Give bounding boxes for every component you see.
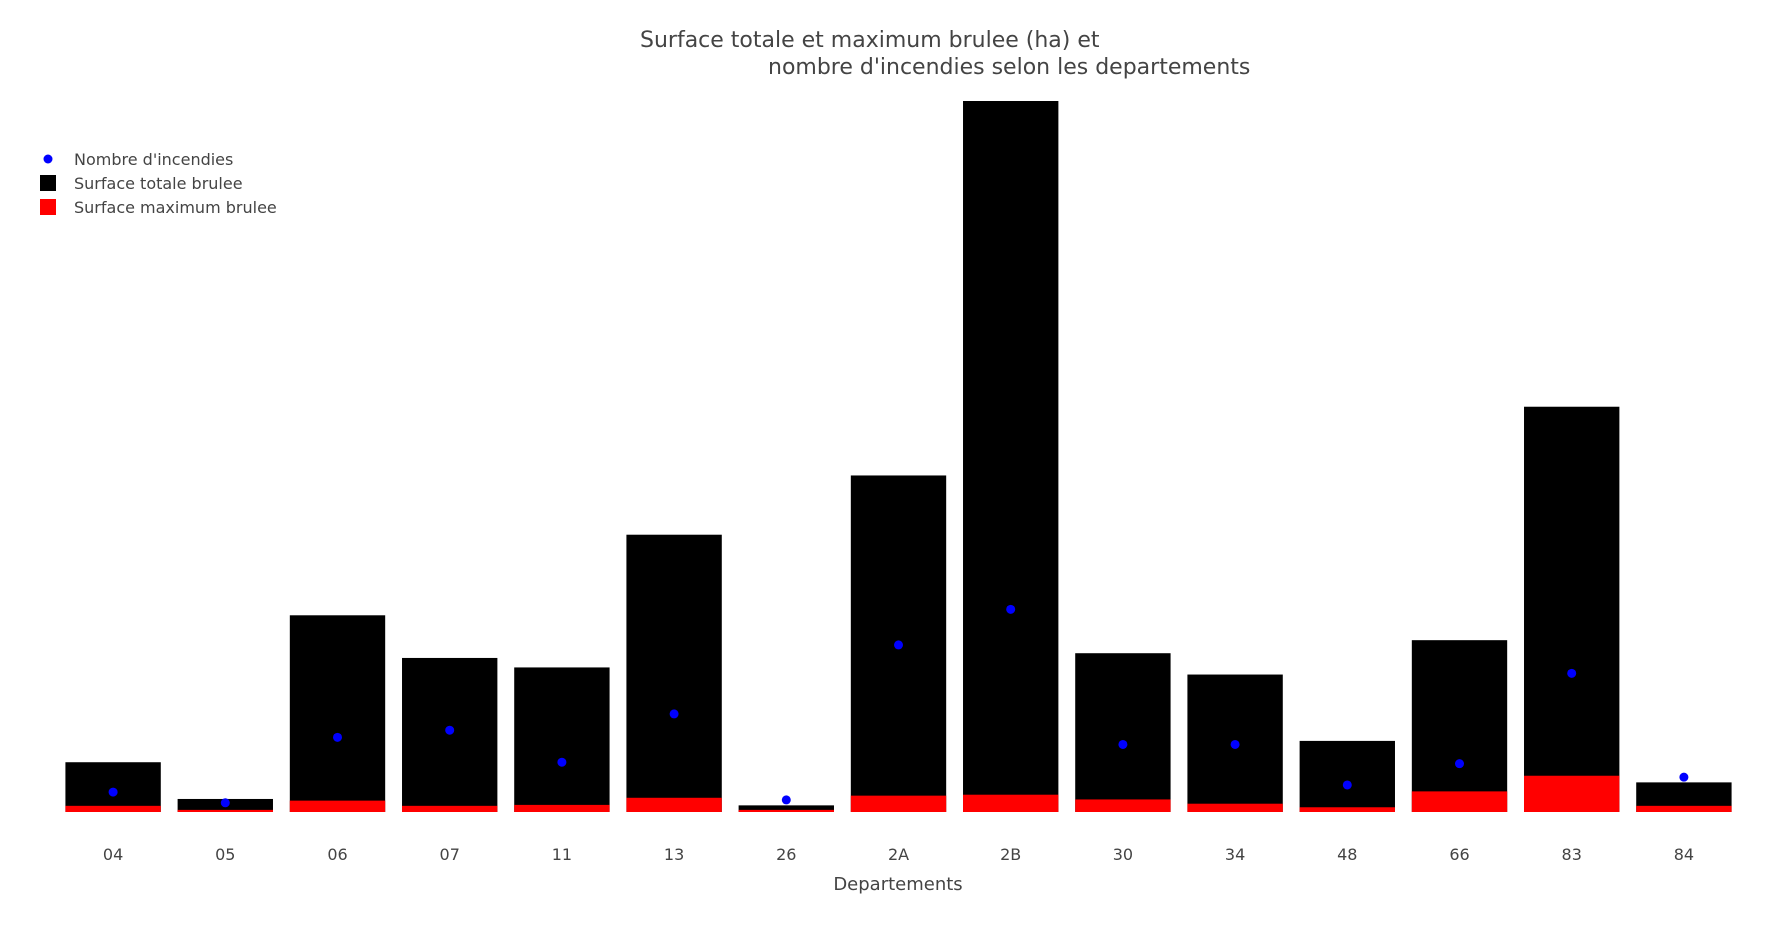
bar-max-05[interactable]	[177, 809, 273, 812]
x-axis-title: Departements	[833, 874, 962, 895]
count-point-66[interactable]	[1455, 759, 1464, 769]
bar-max-34[interactable]	[1187, 803, 1283, 812]
count-point-84[interactable]	[1679, 772, 1689, 782]
bar-max-2B[interactable]	[963, 794, 1059, 812]
bar-max-84[interactable]	[1636, 805, 1732, 812]
bar-max-26[interactable]	[738, 809, 834, 812]
x-tick-label-34: 34	[1225, 845, 1245, 864]
bar-max-48[interactable]	[1299, 807, 1395, 812]
count-point-13[interactable]	[669, 709, 679, 719]
x-tick-label-84: 84	[1674, 845, 1694, 864]
bar-total-48[interactable]	[1299, 740, 1395, 812]
bar-total-30[interactable]	[1075, 653, 1171, 812]
bar-max-13[interactable]	[626, 797, 722, 812]
bar-total-11[interactable]	[514, 667, 610, 812]
x-tick-label-2B: 2B	[1000, 845, 1021, 864]
count-point-26[interactable]	[781, 795, 791, 805]
bars-total-group	[65, 101, 1732, 812]
legend[interactable]: Nombre d'incendies Surface totale brulee…	[40, 150, 277, 217]
x-tick-label-48: 48	[1337, 845, 1357, 864]
legend-item-max[interactable]: Surface maximum brulee	[40, 198, 277, 217]
bar-total-13[interactable]	[626, 534, 722, 812]
count-point-04[interactable]	[108, 787, 118, 797]
legend-item-count[interactable]: Nombre d'incendies	[43, 150, 234, 169]
bar-total-04[interactable]	[65, 762, 161, 812]
x-tick-label-30: 30	[1113, 845, 1133, 864]
count-point-48[interactable]	[1342, 780, 1352, 790]
count-point-2A[interactable]	[894, 640, 903, 650]
x-tick-label-26: 26	[776, 845, 796, 864]
legend-marker-count	[43, 154, 53, 164]
count-point-07[interactable]	[445, 725, 455, 735]
x-tick-label-07: 07	[440, 845, 460, 864]
chart-title-line1: Surface totale et maximum brulee (ha) et	[640, 28, 1100, 53]
bar-total-66[interactable]	[1411, 640, 1508, 812]
bar-total-06[interactable]	[289, 615, 386, 812]
bar-max-06[interactable]	[289, 800, 386, 812]
count-point-34[interactable]	[1230, 739, 1240, 749]
x-tick-label-66: 66	[1449, 845, 1469, 864]
bar-max-04[interactable]	[65, 805, 161, 812]
chart-title-line2: nombre d'incendies selon les departement…	[768, 55, 1250, 80]
bar-max-83[interactable]	[1524, 775, 1620, 812]
x-tick-labels: 04 05 06 07 11 13 26 2A 2B 30 34 48 66 83 84	[103, 845, 1694, 864]
legend-label-max: Surface maximum brulee	[74, 198, 277, 217]
bar-total-07[interactable]	[402, 657, 498, 812]
bars-max-group	[65, 775, 1732, 812]
count-point-06[interactable]	[333, 732, 342, 742]
bar-max-07[interactable]	[402, 805, 498, 812]
count-point-11[interactable]	[557, 757, 567, 767]
x-tick-label-11: 11	[552, 845, 572, 864]
legend-label-total: Surface totale brulee	[74, 174, 243, 193]
x-tick-label-2A: 2A	[888, 845, 909, 864]
bar-total-2B[interactable]	[963, 101, 1059, 812]
count-points-group	[108, 604, 1689, 808]
bar-max-2A[interactable]	[850, 795, 947, 812]
legend-item-total[interactable]: Surface totale brulee	[40, 174, 243, 193]
count-point-05[interactable]	[220, 798, 230, 808]
x-tick-label-06: 06	[327, 845, 347, 864]
bar-max-11[interactable]	[514, 804, 610, 812]
x-tick-label-13: 13	[664, 845, 684, 864]
legend-marker-max	[40, 199, 56, 215]
legend-label-count: Nombre d'incendies	[74, 150, 233, 169]
bar-max-30[interactable]	[1075, 799, 1171, 812]
count-point-30[interactable]	[1118, 739, 1128, 749]
x-tick-label-83: 83	[1562, 845, 1582, 864]
bar-total-26[interactable]	[738, 805, 834, 812]
count-point-83[interactable]	[1567, 668, 1577, 678]
x-tick-label-05: 05	[215, 845, 235, 864]
bar-max-66[interactable]	[1411, 791, 1508, 812]
bar-total-83[interactable]	[1524, 406, 1620, 812]
x-tick-label-04: 04	[103, 845, 123, 864]
legend-marker-total	[40, 175, 56, 191]
count-point-2B[interactable]	[1006, 604, 1016, 614]
